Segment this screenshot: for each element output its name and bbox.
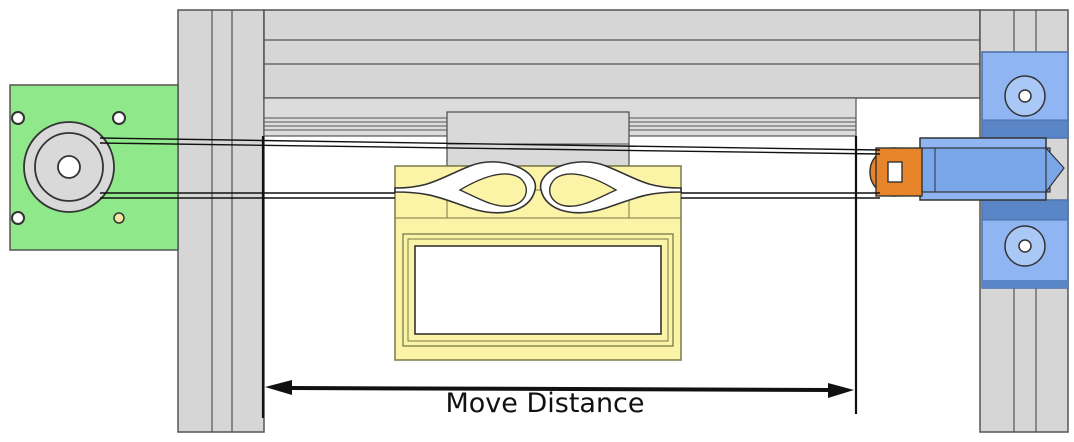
move-distance-label: Move Distance: [445, 388, 645, 419]
slider-block: [446, 111, 630, 167]
top-frame-rail: [263, 9, 981, 99]
distance-limit-lines: [261, 136, 858, 418]
left-frame-rail: [177, 9, 265, 433]
timing-belt: [99, 137, 881, 199]
belt-clamp-left: [394, 161, 537, 214]
idler-pulley-icon: [869, 147, 923, 197]
belt-clamp-right: [539, 161, 682, 214]
drive-pulley-icon: [23, 121, 115, 213]
move-distance-arrow: [265, 380, 854, 398]
tensioner-shaft: [919, 137, 1065, 201]
